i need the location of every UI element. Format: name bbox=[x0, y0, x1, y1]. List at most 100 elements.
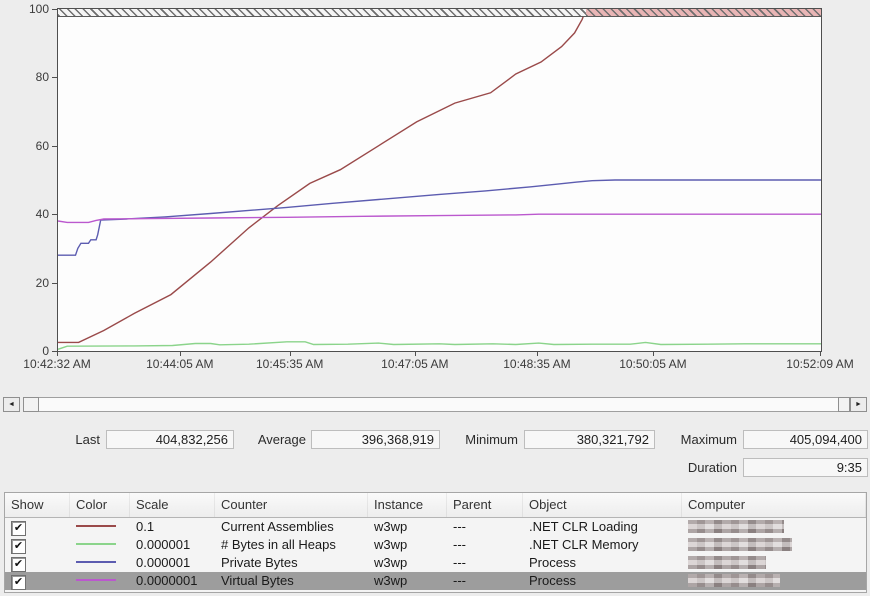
object-name: .NET CLR Loading bbox=[529, 519, 638, 534]
y-axis-tick bbox=[52, 282, 57, 284]
legend-body: ✔ 0.1 Current Assemblies w3wp --- .NET C… bbox=[5, 518, 866, 590]
column-header-computer[interactable]: Computer bbox=[682, 493, 866, 517]
counter-name: Private Bytes bbox=[221, 555, 298, 570]
series-line-1 bbox=[58, 341, 821, 350]
legend-row[interactable]: ✔ 0.1 Current Assemblies w3wp --- .NET C… bbox=[5, 518, 866, 536]
x-axis-tick bbox=[652, 352, 654, 356]
minimum-label: Minimum bbox=[465, 432, 518, 447]
chart-region: 0 20 40 60 80 100 10:42:32 AM 10:44:05 AM 10:45:… bbox=[23, 2, 854, 371]
color-swatch bbox=[76, 543, 116, 546]
counter-name: Current Assemblies bbox=[221, 519, 334, 534]
y-axis-tick bbox=[52, 77, 57, 79]
scrollbar-track[interactable] bbox=[39, 397, 838, 412]
scrollbar-thumb-left[interactable] bbox=[23, 397, 39, 412]
legend-row[interactable]: ✔ 0.0000001 Virtual Bytes w3wp --- Proce… bbox=[5, 572, 866, 590]
x-axis-tick bbox=[179, 352, 181, 356]
column-header-instance[interactable]: Instance bbox=[368, 493, 447, 517]
clipped-region-hatch bbox=[586, 9, 821, 17]
scale-value: 0.000001 bbox=[136, 555, 191, 570]
column-header-object[interactable]: Object bbox=[523, 493, 682, 517]
minimum-value: 380,321,792 bbox=[524, 430, 655, 449]
counter-name: Virtual Bytes bbox=[221, 573, 294, 588]
y-axis-label: 40 bbox=[35, 207, 49, 222]
average-label: Average bbox=[257, 432, 306, 447]
scroll-left-button[interactable]: ◄ bbox=[3, 397, 20, 412]
show-checkbox[interactable]: ✔ bbox=[11, 539, 26, 554]
x-axis-time-label: 10:50:05 AM bbox=[619, 357, 687, 371]
y-axis-label: 100 bbox=[28, 2, 49, 16]
x-axis-tick bbox=[820, 352, 821, 356]
counter-legend-table: Show Color Scale Counter Instance Parent… bbox=[4, 492, 867, 593]
y-axis-tick bbox=[52, 9, 57, 10]
x-axis-time-label: 10:45:35 AM bbox=[256, 357, 324, 371]
show-checkbox[interactable]: ✔ bbox=[11, 521, 26, 536]
x-axis-tick bbox=[57, 352, 58, 356]
chart-plot-area bbox=[57, 8, 822, 352]
object-name: Process bbox=[529, 555, 576, 570]
y-axis-tick bbox=[52, 145, 57, 147]
series-line-2 bbox=[58, 179, 821, 256]
maximum-label: Maximum bbox=[680, 432, 737, 447]
computer-name-redacted bbox=[688, 538, 792, 551]
clip-band-hatch bbox=[58, 9, 821, 17]
counter-name: # Bytes in all Heaps bbox=[221, 537, 336, 552]
parent-value: --- bbox=[453, 519, 466, 534]
show-checkbox[interactable]: ✔ bbox=[11, 575, 26, 590]
series-line-3 bbox=[58, 213, 821, 224]
parent-value: --- bbox=[453, 555, 466, 570]
color-swatch bbox=[76, 525, 116, 528]
x-axis-time-label: 10:47:05 AM bbox=[381, 357, 449, 371]
computer-name-redacted bbox=[688, 574, 780, 587]
left-arrow-icon: ◄ bbox=[8, 401, 15, 408]
instance-name: w3wp bbox=[374, 573, 408, 588]
legend-row[interactable]: ✔ 0.000001 # Bytes in all Heaps w3wp ---… bbox=[5, 536, 866, 554]
column-header-color[interactable]: Color bbox=[70, 493, 130, 517]
parent-value: --- bbox=[453, 537, 466, 552]
legend-row[interactable]: ✔ 0.000001 Private Bytes w3wp --- Proces… bbox=[5, 554, 866, 572]
column-header-show[interactable]: Show bbox=[5, 493, 70, 517]
x-axis-tick bbox=[414, 352, 416, 356]
y-axis-tick bbox=[52, 214, 57, 216]
column-header-scale[interactable]: Scale bbox=[130, 493, 215, 517]
y-axis-label: 60 bbox=[35, 138, 49, 153]
color-swatch bbox=[76, 579, 116, 582]
x-axis-time-label: 10:48:35 AM bbox=[503, 357, 571, 371]
color-swatch bbox=[76, 561, 116, 564]
scrollbar-thumb-right[interactable] bbox=[838, 397, 850, 412]
x-axis-tick bbox=[536, 352, 538, 356]
average-value: 396,368,919 bbox=[311, 430, 440, 449]
show-checkbox[interactable]: ✔ bbox=[11, 557, 26, 572]
instance-name: w3wp bbox=[374, 555, 408, 570]
y-axis-label: 20 bbox=[35, 275, 49, 290]
parent-value: --- bbox=[453, 573, 466, 588]
duration-label: Duration bbox=[687, 460, 737, 475]
counter-lines bbox=[58, 9, 821, 350]
object-name: Process bbox=[529, 573, 576, 588]
computer-name-redacted bbox=[688, 556, 766, 569]
object-name: .NET CLR Memory bbox=[529, 537, 639, 552]
duration-value: 9:35 bbox=[743, 458, 868, 477]
last-label: Last bbox=[75, 432, 100, 447]
scroll-right-button[interactable]: ► bbox=[850, 397, 867, 412]
instance-name: w3wp bbox=[374, 519, 408, 534]
instance-name: w3wp bbox=[374, 537, 408, 552]
right-arrow-icon: ► bbox=[855, 401, 862, 408]
y-axis-label: 80 bbox=[35, 70, 49, 85]
column-header-parent[interactable]: Parent bbox=[447, 493, 523, 517]
x-axis-tick bbox=[289, 352, 291, 356]
series-line-0 bbox=[58, 9, 821, 344]
y-axis-label: 0 bbox=[42, 344, 49, 358]
scale-value: 0.0000001 bbox=[136, 573, 198, 588]
x-axis-time-label: 10:52:09 AM bbox=[786, 357, 854, 371]
value-bar: Last 404,832,256 Average 396,368,919 Min… bbox=[0, 428, 870, 480]
maximum-value: 405,094,400 bbox=[743, 430, 868, 449]
scale-value: 0.000001 bbox=[136, 537, 191, 552]
computer-name-redacted bbox=[688, 520, 784, 533]
legend-header-row: Show Color Scale Counter Instance Parent… bbox=[5, 493, 866, 518]
scale-value: 0.1 bbox=[136, 519, 155, 534]
time-range-scrollbar[interactable]: ◄ ► bbox=[3, 397, 867, 412]
y-axis-tick bbox=[52, 351, 57, 352]
x-axis-time-label: 10:44:05 AM bbox=[146, 357, 214, 371]
column-header-counter[interactable]: Counter bbox=[215, 493, 368, 517]
